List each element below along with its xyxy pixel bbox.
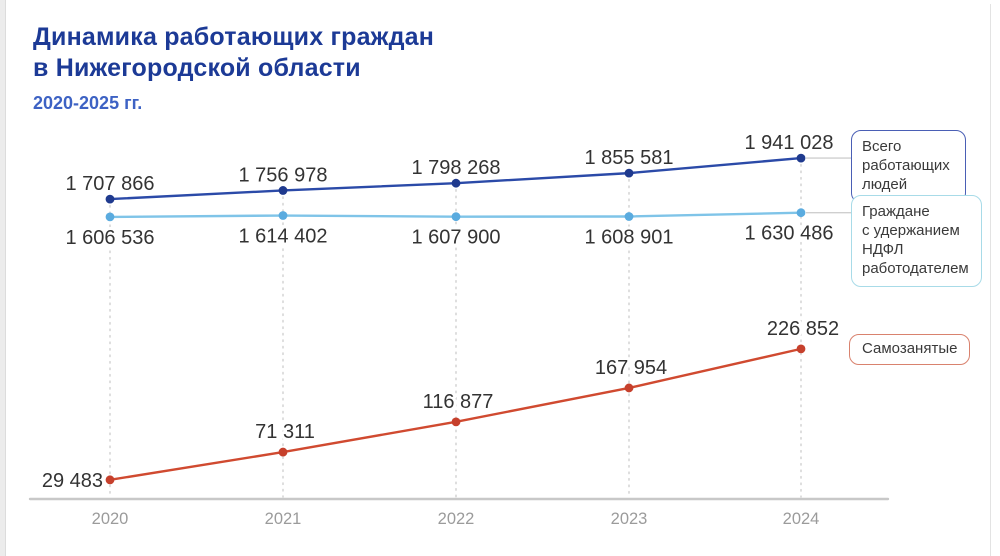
data-point	[624, 212, 634, 221]
data-label: 1 614 402	[239, 226, 328, 248]
data-point	[624, 168, 634, 178]
data-label: 1 756 978	[239, 164, 328, 186]
data-label: 1 630 486	[745, 223, 834, 245]
data-label: 116 877	[423, 391, 494, 413]
title-line-2: в Нижегородской области	[33, 54, 361, 82]
left-edge-strip	[0, 0, 6, 556]
year-label: 2021	[265, 510, 302, 528]
data-label: 71 311	[255, 421, 315, 443]
data-point	[105, 475, 115, 485]
year-label: 2022	[438, 510, 475, 528]
right-edge-line	[990, 4, 991, 556]
data-point	[796, 153, 806, 163]
data-point	[105, 212, 115, 222]
data-label: 167 954	[595, 357, 667, 379]
chart-header: Динамика работающих граждан в Нижегородс…	[33, 22, 434, 114]
year-label: 2023	[611, 510, 648, 528]
legend-self-employed: Самозанятые	[849, 334, 971, 365]
data-label: 226 852	[767, 318, 839, 340]
data-label: 1 607 900	[412, 227, 501, 249]
data-label: 1 707 866	[66, 173, 155, 195]
data-point	[278, 186, 288, 195]
year-label: 2024	[783, 510, 820, 528]
data-point	[451, 212, 461, 222]
page-title: Динамика работающих граждан в Нижегородс…	[33, 22, 434, 84]
legend-total-workers: Всего работающих людей	[851, 130, 966, 203]
data-label: 1 798 268	[412, 157, 501, 179]
data-point	[105, 194, 115, 204]
page-subtitle: 2020-2025 гг.	[33, 93, 143, 113]
title-line-1: Динамика работающих граждан	[33, 23, 435, 51]
data-label: 29 483	[42, 470, 103, 492]
data-label: 1 608 901	[585, 226, 674, 248]
series-line-2	[108, 347, 803, 482]
legend-ndfl-citizens: Граждане с удержанием НДФЛ работодателем	[851, 195, 982, 287]
data-point	[451, 417, 461, 427]
year-label: 2020	[92, 510, 129, 528]
data-label: 1 606 536	[66, 227, 155, 249]
data-point	[278, 447, 288, 457]
data-point	[624, 383, 634, 393]
data-point	[796, 208, 806, 218]
data-label: 1 941 028	[745, 132, 834, 154]
data-label: 1 855 581	[585, 147, 674, 169]
data-point	[278, 211, 288, 220]
data-point	[451, 178, 461, 188]
data-point	[796, 344, 806, 354]
